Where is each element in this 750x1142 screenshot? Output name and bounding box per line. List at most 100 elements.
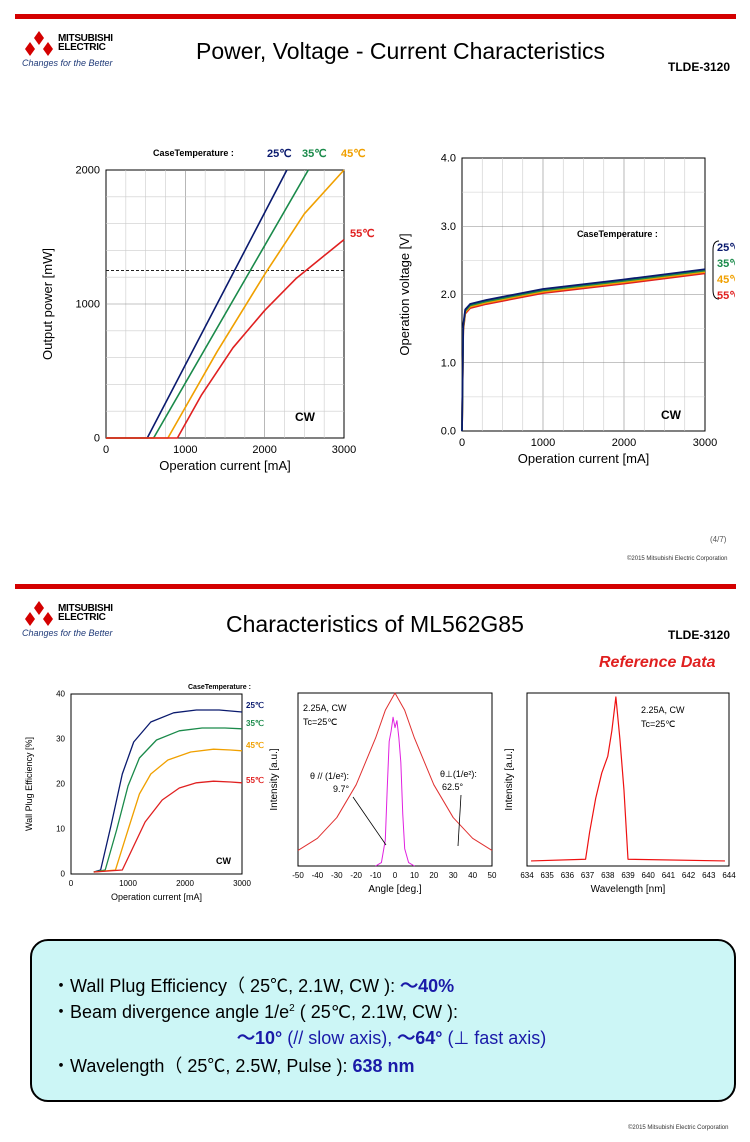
summary-box: ・Wall Plug Efficiency（ 25℃, 2.1W, CW ): … <box>30 939 736 1102</box>
x-tick-label: 638 <box>601 871 615 880</box>
fast-axis-curve <box>297 692 493 851</box>
legend-entry-45℃: 45℃ <box>341 148 366 160</box>
x-tick-label: 40 <box>468 871 477 880</box>
legend-entry-25℃: 25℃ <box>267 148 292 160</box>
brand-tagline: Changes for the Better <box>22 628 113 638</box>
brand-name-1: MITSUBISHI <box>58 603 113 614</box>
summary-fast-axis-label: (⊥ fast axis) <box>447 1028 547 1048</box>
condition-current: 2.25A, CW <box>641 705 685 715</box>
legend-entry-35℃: 35℃ <box>717 258 735 270</box>
output-power-chart: 0 1000 2000 3000 0 1000 2000 Operation current … <box>40 148 375 473</box>
y-axis-label: Wall Plug Efficiency [%] <box>24 737 34 831</box>
y-tick-label: 4.0 <box>441 153 456 165</box>
legend-entry-45℃: 45℃ <box>717 274 735 286</box>
x-tick-label: -30 <box>331 871 343 880</box>
x-tick-label: 0 <box>393 871 398 880</box>
x-tick-label: 2000 <box>252 444 276 456</box>
y-tick-label: 0 <box>94 433 100 445</box>
x-tick-label: 637 <box>581 871 595 880</box>
slide1-copyright: ©2015 Mitsubishi Electric Corporation <box>627 556 728 562</box>
x-tick-label: 2000 <box>612 437 636 449</box>
x-tick-label: 3000 <box>693 437 717 449</box>
series-line-45℃ <box>93 748 243 873</box>
legend-entry-25℃: 25℃ <box>246 701 264 710</box>
y-tick-label: 10 <box>56 825 65 834</box>
x-tick-label: 640 <box>642 871 656 880</box>
y-tick-label: 20 <box>56 780 65 789</box>
x-axis-label: Operation current [mA] <box>159 458 291 473</box>
brand-name-2: ELECTRIC <box>58 612 106 623</box>
slow-axis-label: θ // (1/e²): <box>310 771 349 781</box>
series-line-55℃ <box>106 238 345 439</box>
slide1-page-number: (4/7) <box>710 535 727 544</box>
slow-axis-curve <box>375 716 415 867</box>
legend-brace <box>712 240 720 300</box>
x-tick-label: 50 <box>488 871 497 880</box>
y-axis-label: Intensity [a.u.] <box>504 748 515 810</box>
x-tick-label: 30 <box>449 871 458 880</box>
mitsubishi-diamonds-icon <box>25 601 53 626</box>
x-tick-label: 1000 <box>173 444 197 456</box>
legend-title: CaseTemperature : <box>188 684 251 691</box>
y-tick-label: 0 <box>61 870 66 879</box>
summary-line-4: ・Wavelength（ 25℃, 2.5W, Pulse ): <box>52 1056 348 1076</box>
fast-axis-value: 62.5° <box>442 782 464 792</box>
fast-axis-label: θ⊥(1/e²): <box>440 769 477 779</box>
x-tick-label: 1000 <box>119 879 137 888</box>
x-tick-label: 644 <box>722 871 736 880</box>
x-tick-label: -40 <box>312 871 324 880</box>
legend-title: CaseTemperature : <box>153 148 234 158</box>
y-tick-label: 0.0 <box>441 426 456 438</box>
legend-entry-35℃: 35℃ <box>246 719 264 728</box>
y-tick-label: 2.0 <box>441 289 456 301</box>
slide1-title: Power, Voltage - Current Characteristics <box>196 38 606 64</box>
x-tick-label: -20 <box>350 871 362 880</box>
x-tick-label: 0 <box>103 444 109 456</box>
x-tick-label: 20 <box>429 871 438 880</box>
summary-slow-axis-label: (// slow axis), <box>287 1028 393 1048</box>
x-tick-label: 642 <box>682 871 696 880</box>
fast-axis-pointer <box>457 794 462 847</box>
legend-entry-35℃: 35℃ <box>302 148 327 160</box>
y-tick-label: 2000 <box>76 165 100 177</box>
x-tick-label: 3000 <box>332 444 356 456</box>
plot-frame <box>70 693 243 875</box>
y-axis-label: Intensity [a.u.] <box>269 748 280 810</box>
condition-temp: Tc=25℃ <box>303 717 337 727</box>
mitsubishi-diamonds-icon <box>25 31 53 56</box>
x-tick-label: 639 <box>621 871 635 880</box>
operation-voltage-chart: 0 1000 2000 3000 0.0 1.0 2.0 3.0 4.0 Operation cu… <box>397 153 735 466</box>
slow-axis-pointer <box>352 796 387 846</box>
x-tick-label: 643 <box>702 871 716 880</box>
series-line-25℃ <box>93 709 243 873</box>
x-tick-label: -50 <box>292 871 304 880</box>
legend-entry-55℃: 55℃ <box>246 776 264 785</box>
wavelength-spectrum-chart: 634 635 636 637 638 639 640 641 642 643 644 Wavelen… <box>504 692 736 895</box>
reference-data-label: Reference Data <box>599 654 716 671</box>
cw-annotation: CW <box>216 856 231 866</box>
y-tick-label: 1000 <box>76 299 100 311</box>
x-tick-label: 0 <box>69 879 74 888</box>
summary-line-2a: ・Beam divergence angle 1/e <box>52 1002 290 1022</box>
x-tick-label: 1000 <box>531 437 555 449</box>
legend-entry-55℃: 55℃ <box>350 228 375 240</box>
x-tick-label: 2000 <box>176 879 194 888</box>
x-tick-label: 634 <box>520 871 534 880</box>
plot-frame <box>297 692 493 867</box>
y-tick-label: 1.0 <box>441 357 456 369</box>
summary-line-1: ・Wall Plug Efficiency（ 25℃, 2.1W, CW ): <box>52 976 396 996</box>
x-tick-label: 3000 <box>233 879 251 888</box>
x-axis-label: Operation current [mA] <box>111 892 202 902</box>
slide2-copyright: ©2015 Mitsubishi Electric Corporation <box>628 1125 729 1131</box>
y-axis-label: Operation voltage [V] <box>397 233 412 355</box>
legend-entry-25℃: 25℃ <box>717 242 735 254</box>
series-line-55℃ <box>93 780 243 873</box>
brand-name-2: ELECTRIC <box>58 42 106 53</box>
summary-line-2b: ( 25℃, 2.1W, CW ): <box>299 1002 458 1022</box>
cw-annotation: CW <box>661 408 682 422</box>
mitsubishi-logo-2: MITSUBISHI ELECTRIC Changes for the Bett… <box>22 601 132 641</box>
x-tick-label: -10 <box>370 871 382 880</box>
x-axis-label: Wavelength [nm] <box>591 884 666 895</box>
summary-value-wavelength: 638 nm <box>352 1056 415 1076</box>
beam-angle-chart: -50 -40 -30 -20 -10 0 10 20 30 40 50 Angle [deg.] In… <box>269 692 497 895</box>
